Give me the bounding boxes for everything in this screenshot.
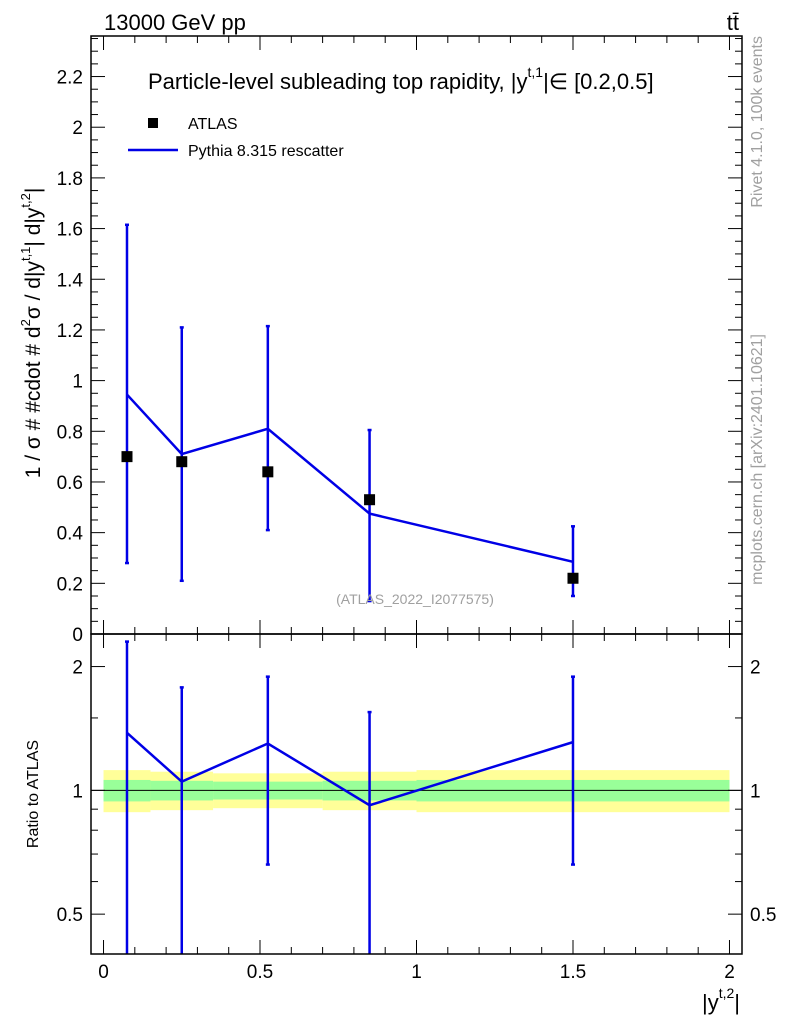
ratio-y-tick-label-right: 2 [750,658,761,679]
ratio-y-tick-label: 0.5 [57,905,83,926]
main-y-tick-label: 2 [72,118,83,139]
atlas-data-point [567,572,579,584]
x-tick-label: 1 [411,962,422,983]
x-tick-label: 1.5 [560,962,586,983]
main-y-label: 1 / σ # #cdot # d2σ / d|yt,1| d|yt,2| [18,188,45,479]
atlas-data-point [364,494,376,506]
ratio-panel: 0.5 0.5 1 1 2 2 0 0.5 1 1.5 2 Ratio to ATLAS |yt,2… [25,633,776,1015]
process-label: tt̄ [727,10,739,35]
main-y-tick-label: 1.6 [57,220,83,241]
legend-pythia-label: Pythia 8.315 rescatter [188,143,344,160]
mcplots-label: mcplots.cern.ch [arXiv:2401.10621] [749,334,766,585]
main-y-tick-label: 0.6 [57,473,83,494]
main-y-tick-label: 0.8 [57,422,83,443]
legend-atlas-label: ATLAS [188,116,238,133]
ratio-line [126,731,574,807]
x-tick-label: 0.5 [247,962,273,983]
ratio-y-tick-label: 1 [72,781,83,802]
pythia-line [126,393,574,564]
ratio-y-tick-label-right: 0.5 [750,905,776,926]
ratio-y-label: Ratio to ATLAS [25,740,42,848]
main-panel: 0 0.2 0.4 0.6 0.8 1 1.2 1.4 1.6 1.8 2 2.2 Particle-… [18,35,743,646]
main-y-tick-label: 1.2 [57,321,83,342]
legend-atlas-marker [148,118,158,128]
ratio-y-tick-label-right: 1 [750,781,761,802]
main-y-tick-label: 0.4 [57,524,84,545]
ratio-y-tick-label: 2 [72,658,83,679]
main-y-tick-label: 1.4 [57,270,84,291]
main-title: Particle-level subleading top rapidity, … [148,64,654,94]
analysis-watermark: (ATLAS_2022_I2077575) [336,591,494,607]
atlas-data-point [121,451,133,463]
rivet-label: Rivet 4.1.0, 100k events [749,36,766,208]
energy-label: 13000 GeV pp [104,10,246,35]
x-tick-label: 0 [98,962,109,983]
x-axis-label: |yt,2| [702,985,740,1015]
main-y-tick-label: 0 [72,625,83,646]
atlas-data-point [176,456,188,468]
x-tick-label: 2 [724,962,735,983]
main-y-tick-label: 1.8 [57,169,83,190]
main-y-tick-label: 2.2 [57,68,83,89]
main-y-tick-label: 0.2 [57,574,83,595]
main-y-tick-label: 1 [72,372,83,393]
atlas-data-point [262,466,274,478]
